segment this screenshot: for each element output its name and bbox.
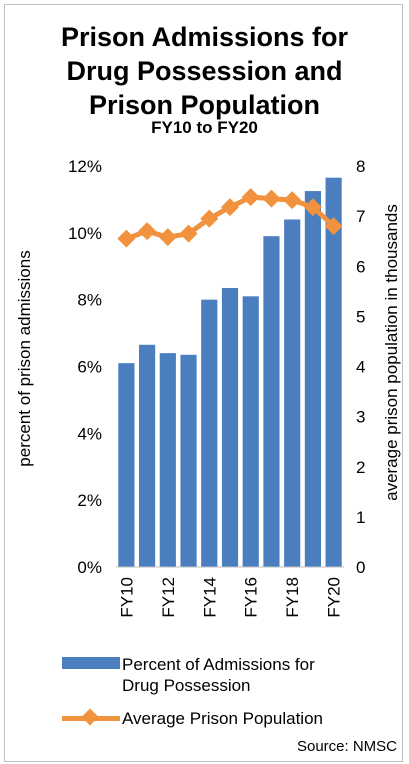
population-marker-fy20 [324, 217, 343, 236]
y-tick-label: 8% [77, 291, 102, 310]
population-marker-fy12 [158, 228, 177, 247]
x-tick-label: FY18 [283, 577, 302, 618]
bar-fy17 [263, 236, 280, 568]
bar-fy15 [221, 287, 239, 567]
x-tick-label: FY14 [200, 577, 219, 618]
x-tick-label: FY20 [325, 577, 344, 618]
bar-fy10 [118, 363, 135, 567]
x-tick-label: FY16 [242, 577, 261, 618]
population-marker-fy13 [179, 224, 198, 243]
population-marker-fy16 [241, 188, 260, 207]
bar-fy19 [304, 191, 321, 567]
x-tick-label: FY10 [117, 577, 136, 618]
x-tick-label: FY12 [159, 577, 178, 618]
y-tick-label: 12% [68, 157, 102, 176]
y2-tick-label: 6 [356, 257, 365, 276]
population-marker-fy15 [221, 198, 239, 217]
population-marker-fy14 [200, 209, 219, 228]
y-tick-label: 0% [77, 558, 102, 577]
population-marker-fy11 [138, 222, 157, 241]
y-tick-label: 10% [68, 224, 102, 243]
y-tick-label: 2% [77, 491, 102, 510]
bar-fy20 [325, 177, 342, 567]
y2-tick-label: 7 [356, 207, 365, 226]
chart-subtitle: FY10 to FY20 [151, 118, 258, 137]
source-note: Source: NMSC [296, 738, 397, 755]
chart-title-line-2: Drug Possession and [66, 56, 343, 86]
y2-tick-label: 4 [356, 358, 365, 377]
y2-tick-label: 5 [356, 307, 365, 326]
population-marker-fy10 [117, 229, 136, 248]
legend-line-label: Average Prison Population [122, 709, 323, 728]
population-marker-fy19 [303, 198, 322, 217]
population-marker-fy17 [262, 189, 281, 208]
y-tick-label: 4% [77, 424, 102, 443]
legend-bar-label-line-2: Drug Possession [122, 676, 251, 695]
y2-axis-title: average prison population in thousands [382, 204, 401, 501]
bar-fy14 [201, 299, 218, 567]
y2-tick-label: 3 [356, 408, 365, 427]
bar-fy12 [159, 353, 176, 567]
bar-fy16 [242, 296, 259, 567]
y2-tick-label: 1 [356, 508, 365, 527]
y2-tick-label: 0 [356, 558, 365, 577]
y-axis-title: percent of prison admissions [15, 250, 34, 466]
y2-tick-label: 8 [356, 157, 365, 176]
y-tick-label: 6% [77, 358, 102, 377]
population-marker-fy18 [283, 191, 302, 210]
chart-title-line-1: Prison Admissions for [60, 22, 349, 52]
bar-fy18 [284, 219, 301, 567]
bar-fy13 [180, 354, 197, 567]
chart-title-line-3: Prison Population [88, 90, 320, 120]
legend-bar-swatch [62, 657, 120, 669]
legend-bar-label-line-1: Percent of Admissions for [122, 655, 315, 674]
bar-fy11 [139, 344, 156, 567]
y2-tick-label: 2 [356, 458, 365, 477]
